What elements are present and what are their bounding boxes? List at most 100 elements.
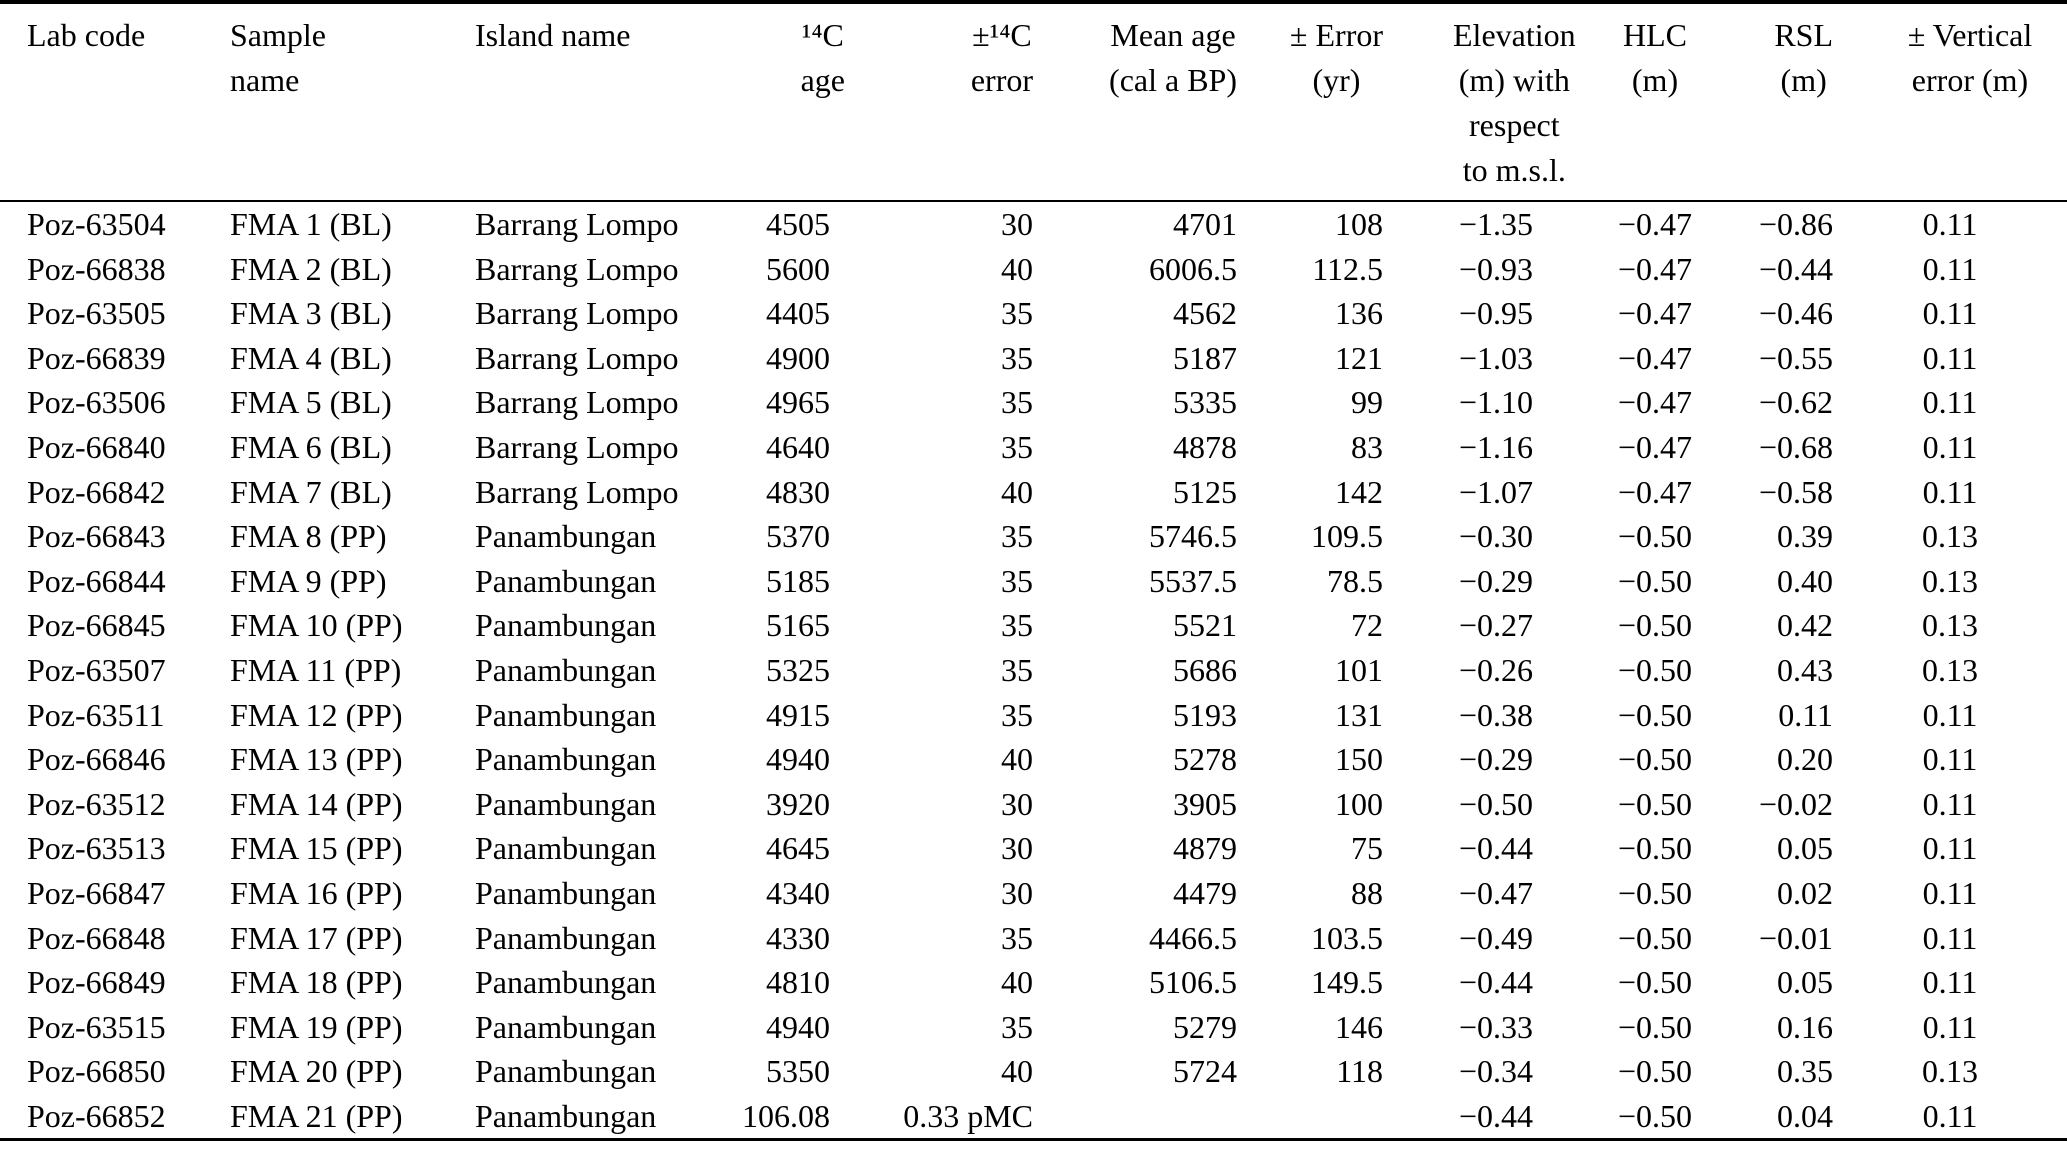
cell-lab_code: Poz-66840 <box>27 428 166 465</box>
column-header-label: RSL (m) <box>1774 17 1833 98</box>
cell-island_name: Panambungan <box>475 874 657 911</box>
cell-sample_name: FMA 7 (BL) <box>230 473 392 510</box>
cell-error_yr: 101 <box>1335 651 1383 688</box>
cell-sample_name: FMA 5 (BL) <box>230 384 392 421</box>
cell-elevation: −1.35 <box>1458 206 1533 242</box>
column-header-mean_age: Mean age (cal a BP) <box>1033 2 1237 202</box>
cell-lab_code: Poz-66845 <box>27 607 166 644</box>
cell-c14_age: 5370 <box>766 518 830 555</box>
cell-vertical_error: 0.11 <box>1922 785 1978 822</box>
cell-c14_age: 4965 <box>766 384 830 421</box>
table-row: Poz-66849 FMA 18 (PP) Panambungan 4810 40 510… <box>0 960 2067 1005</box>
cell-c14_age: 4940 <box>766 1008 830 1045</box>
column-header-sample_name: Sample name <box>230 2 475 202</box>
cell-c14_error: 40 <box>1001 964 1033 1001</box>
column-header-elevation: Elevation (m) with respect to m.s.l. <box>1383 2 1576 202</box>
cell-mean_age: 4878 <box>1173 428 1237 465</box>
cell-c14_age: 5350 <box>766 1053 830 1090</box>
cell-error_yr: 100 <box>1335 785 1383 822</box>
cell-vertical_error: 0.11 <box>1922 473 1978 510</box>
cell-error_yr: 118 <box>1336 1053 1383 1090</box>
cell-hlc: −0.50 <box>1617 1008 1692 1045</box>
cell-lab_code: Poz-66847 <box>27 874 166 911</box>
cell-c14_age: 4330 <box>766 919 830 956</box>
cell-c14_error: 35 <box>1001 607 1033 644</box>
cell-error_yr: 108 <box>1335 206 1383 242</box>
cell-c14_error: 35 <box>1001 696 1033 733</box>
cell-rsl: 0.42 <box>1777 607 1833 644</box>
cell-mean_age: 3905 <box>1173 785 1237 822</box>
table-row: Poz-63513 FMA 15 (PP) Panambungan 4645 30 487… <box>0 826 2067 871</box>
column-header-rsl: RSL (m) <box>1692 2 1833 202</box>
cell-hlc: −0.50 <box>1617 562 1692 599</box>
cell-vertical_error: 0.11 <box>1922 964 1978 1001</box>
cell-hlc: −0.47 <box>1617 428 1692 465</box>
cell-c14_error: 40 <box>1001 250 1033 287</box>
cell-error_yr: 121 <box>1335 339 1383 376</box>
cell-rsl: 0.02 <box>1777 874 1833 911</box>
cell-mean_age: 5537.5 <box>1149 562 1237 599</box>
cell-island_name: Panambungan <box>475 1053 657 1090</box>
cell-island_name: Panambungan <box>475 919 657 956</box>
cell-sample_name: FMA 20 (PP) <box>230 1053 403 1090</box>
table-row: Poz-66847 FMA 16 (PP) Panambungan 4340 30 447… <box>0 871 2067 916</box>
cell-c14_error: 35 <box>1001 1008 1033 1045</box>
cell-c14_error: 40 <box>1001 1053 1033 1090</box>
column-header-hlc: HLC (m) <box>1533 2 1692 202</box>
cell-c14_age: 4640 <box>766 428 830 465</box>
cell-lab_code: Poz-66839 <box>27 339 166 376</box>
cell-elevation: −0.29 <box>1458 741 1533 778</box>
cell-c14_error: 0.33 pMC <box>903 1097 1033 1134</box>
cell-island_name: Barrang Lompo <box>475 339 679 376</box>
cell-rsl: 0.40 <box>1777 562 1833 599</box>
cell-hlc: −0.50 <box>1617 518 1692 555</box>
table-row: Poz-63507 FMA 11 (PP) Panambungan 5325 35 568… <box>0 648 2067 693</box>
cell-lab_code: Poz-66848 <box>27 919 166 956</box>
cell-c14_error: 35 <box>1001 651 1033 688</box>
cell-error_yr: 99 <box>1351 384 1383 421</box>
cell-error_yr: 146 <box>1335 1008 1383 1045</box>
cell-vertical_error: 0.11 <box>1922 295 1978 332</box>
table-row: Poz-63512 FMA 14 (PP) Panambungan 3920 30 390… <box>0 782 2067 827</box>
cell-rsl: −0.46 <box>1758 295 1833 332</box>
cell-mean_age: 5187 <box>1173 339 1237 376</box>
cell-elevation: −0.44 <box>1458 1097 1533 1134</box>
column-header-label: ± Vertical error (m) <box>1907 17 2033 98</box>
cell-elevation: −0.44 <box>1458 830 1533 867</box>
cell-elevation: −0.47 <box>1458 874 1533 911</box>
cell-island_name: Barrang Lompo <box>475 428 679 465</box>
cell-vertical_error: 0.11 <box>1922 874 1978 911</box>
cell-vertical_error: 0.13 <box>1922 562 1978 599</box>
cell-elevation: −0.34 <box>1458 1053 1533 1090</box>
cell-elevation: −0.95 <box>1458 295 1533 332</box>
cell-sample_name: FMA 8 (PP) <box>230 518 387 555</box>
cell-mean_age: 4479 <box>1173 874 1237 911</box>
cell-hlc: −0.47 <box>1617 206 1692 242</box>
table-row: Poz-66852 FMA 21 (PP) Panambungan 106.08 0.3… <box>0 1094 2067 1140</box>
cell-island_name: Barrang Lompo <box>475 250 679 287</box>
table-row: Poz-63515 FMA 19 (PP) Panambungan 4940 35 527… <box>0 1005 2067 1050</box>
cell-c14_age: 106.08 <box>742 1097 830 1134</box>
cell-island_name: Panambungan <box>475 964 657 1001</box>
cell-sample_name: FMA 16 (PP) <box>230 874 403 911</box>
column-header-label: Elevation (m) with respect to m.s.l. <box>1453 17 1576 188</box>
cell-rsl: 0.04 <box>1777 1097 1833 1134</box>
cell-hlc: −0.50 <box>1617 696 1692 733</box>
cell-hlc: −0.50 <box>1617 1053 1692 1090</box>
cell-hlc: −0.50 <box>1617 607 1692 644</box>
cell-lab_code: Poz-66852 <box>27 1097 166 1134</box>
table-row: Poz-66839 FMA 4 (BL) Barrang Lompo 4900 35 51… <box>0 336 2067 381</box>
cell-sample_name: FMA 17 (PP) <box>230 919 403 956</box>
table-row: Poz-66848 FMA 17 (PP) Panambungan 4330 35 446… <box>0 916 2067 961</box>
cell-elevation: −0.26 <box>1458 651 1533 688</box>
cell-mean_age: 5746.5 <box>1149 518 1237 555</box>
cell-c14_error: 40 <box>1001 741 1033 778</box>
cell-mean_age: 5125 <box>1173 473 1237 510</box>
cell-error_yr <box>1237 1094 1383 1140</box>
cell-rsl: −0.02 <box>1758 785 1833 822</box>
cell-c14_error: 30 <box>1001 206 1033 242</box>
cell-island_name: Panambungan <box>475 785 657 822</box>
cell-elevation: −1.16 <box>1458 428 1533 465</box>
cell-elevation: −0.49 <box>1458 919 1533 956</box>
